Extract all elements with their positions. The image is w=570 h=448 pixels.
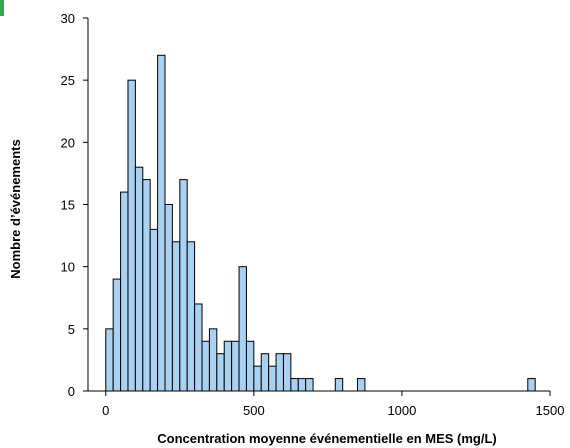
histogram-bar	[164, 204, 173, 392]
histogram-bar	[216, 353, 225, 392]
histogram-bar	[134, 166, 144, 392]
histogram-bar	[186, 241, 196, 392]
histogram-bar	[305, 378, 314, 392]
x-axis-ticks: 0 500 1000 1500	[102, 391, 564, 418]
x-tick-label: 0	[102, 403, 109, 418]
y-tick-label: 25	[61, 73, 75, 88]
histogram-bar	[149, 228, 159, 392]
histogram-bar	[208, 328, 218, 392]
histogram-bar	[527, 378, 536, 392]
histogram-bar	[275, 353, 284, 392]
histogram-bar	[260, 353, 270, 392]
histogram-bar	[157, 54, 166, 392]
x-axis-title: Concentration moyenne événementielle en …	[157, 431, 497, 446]
histogram-bar	[245, 340, 255, 392]
histogram-bar	[120, 191, 129, 392]
histogram-bar	[179, 179, 188, 392]
histogram-bar	[231, 340, 240, 392]
y-tick-label: 15	[61, 198, 75, 213]
histogram-bar	[223, 340, 233, 392]
histogram-bar	[297, 378, 307, 392]
histogram-bar	[290, 378, 299, 392]
histogram-bar	[127, 79, 136, 392]
x-tick-label: 1000	[387, 403, 416, 418]
y-tick-label: 30	[61, 11, 75, 26]
corner-accent-mark	[0, 0, 4, 16]
y-axis-title: Nombre d’événements	[8, 139, 23, 278]
x-tick-label: 1500	[536, 403, 565, 418]
histogram-bars	[105, 54, 536, 392]
histogram-bar	[334, 378, 344, 392]
x-tick-label: 500	[243, 403, 265, 418]
histogram-bar	[282, 353, 292, 392]
y-tick-label: 0	[68, 384, 75, 399]
histogram-bar	[171, 241, 181, 392]
y-axis-ticks: 0 5 10 15 20 25 30	[61, 11, 88, 399]
y-tick-label: 5	[68, 322, 75, 337]
histogram-bar	[357, 378, 366, 392]
histogram-bar	[201, 340, 210, 392]
histogram-bar	[253, 365, 262, 392]
y-tick-label: 20	[61, 135, 75, 150]
histogram-bar	[238, 266, 247, 392]
y-tick-label: 10	[61, 260, 75, 275]
histogram-bar	[112, 278, 122, 392]
histogram-bar	[268, 365, 277, 392]
histogram-bar	[194, 303, 203, 392]
histogram-bar	[105, 328, 114, 392]
histogram-bar	[142, 179, 151, 392]
